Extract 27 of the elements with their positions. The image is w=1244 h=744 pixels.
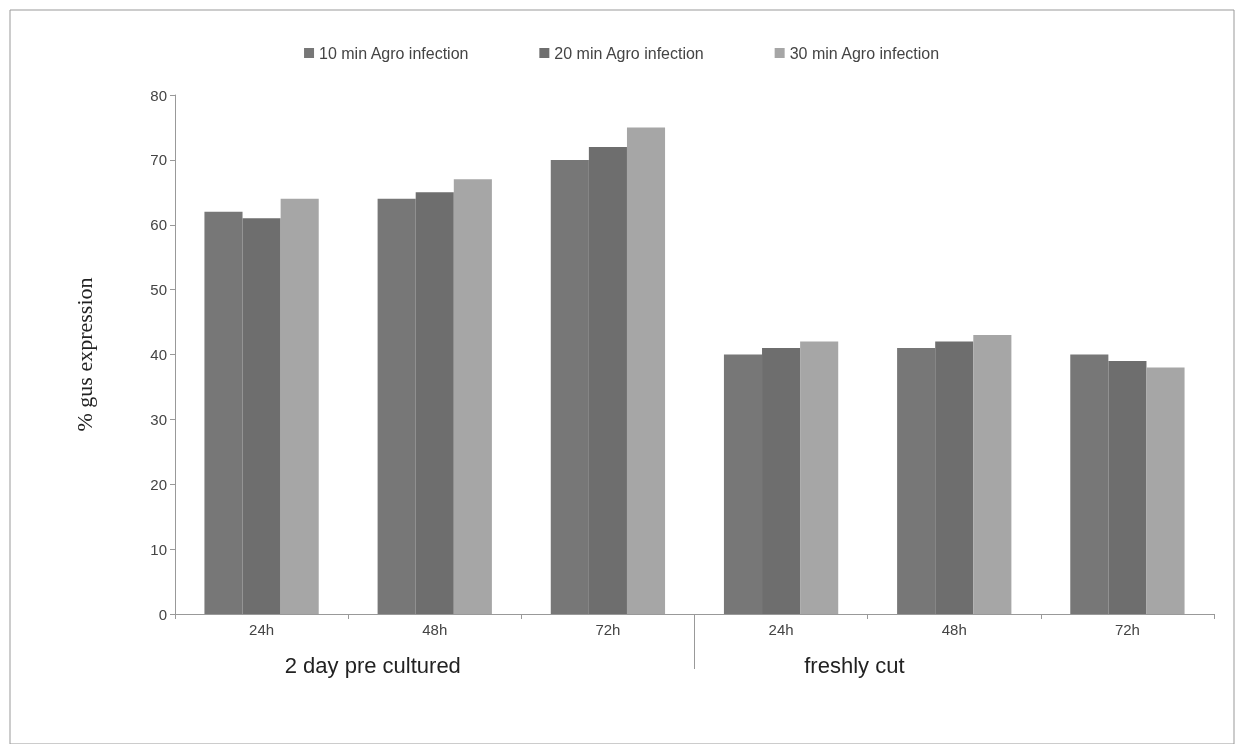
bar bbox=[453, 179, 492, 614]
bar bbox=[800, 341, 839, 614]
x-tick-label: 48h bbox=[422, 621, 448, 638]
legend-label: 20 min Agro infection bbox=[554, 44, 704, 62]
x-tick-label: 48h bbox=[941, 621, 967, 638]
x-tick-label: 72h bbox=[1114, 621, 1140, 638]
bar bbox=[626, 127, 666, 614]
bar bbox=[1146, 367, 1185, 614]
y-tick-label: 10 bbox=[150, 540, 167, 558]
text: 2 day pre cultured bbox=[284, 652, 461, 678]
y-tick-label: 30 bbox=[150, 410, 167, 428]
bar bbox=[973, 335, 1012, 614]
y-axis-title: % gus expression bbox=[71, 277, 97, 432]
legend-label: 10 min Agro infection bbox=[319, 44, 469, 62]
text: freshly cut bbox=[804, 652, 905, 678]
y-tick-label: 0 bbox=[158, 605, 167, 623]
y-tick-label: 20 bbox=[150, 475, 167, 493]
y-tick-label: 60 bbox=[150, 216, 167, 234]
x-tick-label: 72h bbox=[595, 621, 621, 638]
y-tick-label: 70 bbox=[150, 151, 167, 169]
x-tick-label: 24h bbox=[249, 621, 275, 638]
y-tick-label: 80 bbox=[150, 86, 167, 104]
y-tick-label: 50 bbox=[150, 281, 167, 299]
x-tick-label: 24h bbox=[768, 621, 794, 638]
legend-label: 30 min Agro infection bbox=[789, 44, 940, 62]
y-tick-label: 40 bbox=[150, 346, 167, 363]
bar bbox=[280, 198, 319, 614]
